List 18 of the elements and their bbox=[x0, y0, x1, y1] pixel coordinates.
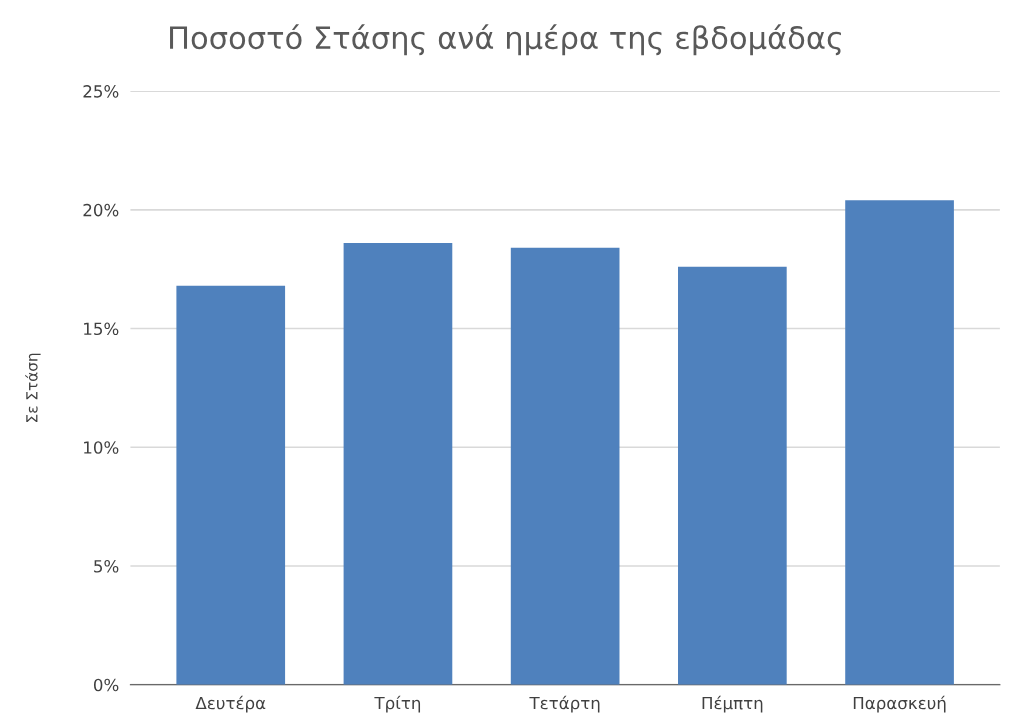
bar bbox=[176, 285, 286, 685]
bar bbox=[510, 247, 620, 685]
y-tick-label: 20% bbox=[83, 203, 119, 217]
x-tick-label: Δευτέρα bbox=[195, 695, 266, 713]
bar bbox=[845, 200, 954, 685]
x-tick-label: Παρασκευή bbox=[853, 695, 946, 713]
y-axis-title: Σε Στάση bbox=[25, 353, 41, 422]
x-tick-label: Τρίτη bbox=[374, 695, 421, 713]
x-tick-label: Τετάρτη bbox=[529, 695, 600, 713]
chart-title: Ποσοστό Στάσης ανά ημέρα της εβδομάδας bbox=[170, 24, 841, 56]
y-tick-label: 15% bbox=[84, 322, 119, 336]
bar bbox=[678, 266, 787, 685]
y-tick-label: 25% bbox=[83, 85, 119, 98]
bar bbox=[343, 243, 453, 685]
y-tick-label: 10% bbox=[84, 441, 119, 454]
y-tick-label: 0% bbox=[93, 678, 119, 692]
y-tick-label: 5% bbox=[94, 559, 119, 573]
x-tick-label: Πέμπτη bbox=[702, 695, 763, 713]
